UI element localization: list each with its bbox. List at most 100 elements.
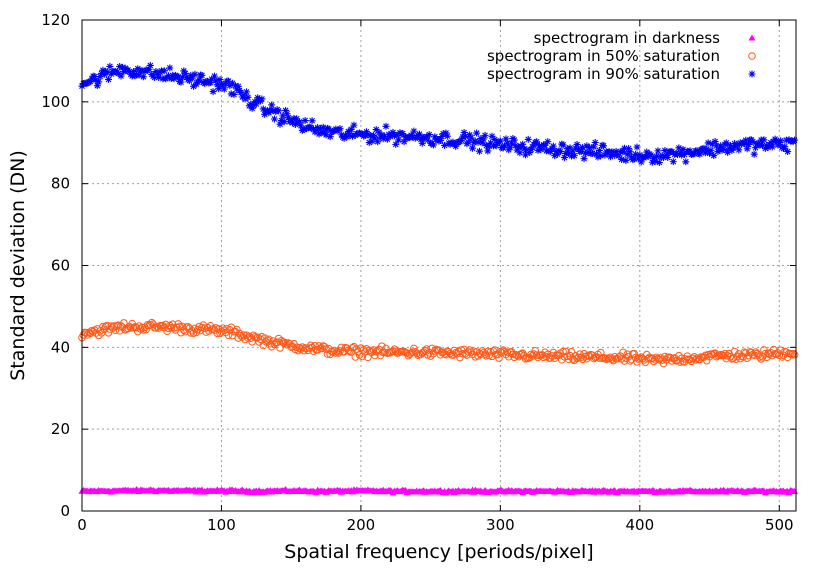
data-point [351, 353, 360, 361]
data-point [526, 149, 534, 157]
data-point [696, 150, 704, 158]
data-point [790, 350, 799, 359]
data-point [693, 147, 701, 155]
data-point [499, 144, 507, 152]
data-point [654, 147, 662, 155]
data-point [590, 143, 598, 151]
data-point [139, 73, 147, 81]
data-point [669, 158, 677, 166]
legend-marker [748, 52, 756, 60]
data-point [611, 151, 619, 159]
y-tick-label: 0 [60, 502, 70, 520]
data-point [607, 153, 615, 161]
data-point [535, 142, 543, 150]
data-point [164, 72, 172, 80]
data-point [195, 76, 203, 84]
data-point [386, 133, 394, 141]
data-point [400, 138, 408, 146]
data-point [457, 346, 466, 354]
data-point [374, 138, 382, 146]
data-point [565, 149, 573, 157]
data-point [450, 140, 458, 148]
data-point [230, 90, 238, 98]
data-point [715, 145, 723, 153]
x-tick-label: 0 [77, 516, 87, 534]
data-point [155, 73, 163, 81]
data-point [439, 130, 447, 138]
data-point [276, 120, 284, 128]
data-point [521, 354, 530, 363]
data-point [523, 146, 531, 154]
data-point [251, 98, 259, 106]
data-point [231, 327, 240, 336]
data-point [743, 145, 751, 153]
data-point [648, 158, 656, 166]
data-point [194, 78, 202, 86]
data-point [332, 349, 340, 357]
data-point [717, 142, 725, 150]
data-point [107, 70, 115, 78]
data-points [78, 61, 799, 496]
data-point [208, 75, 216, 83]
data-point [378, 131, 386, 139]
data-point [284, 114, 292, 122]
data-point [531, 346, 540, 355]
data-point [381, 132, 389, 140]
data-point [474, 138, 482, 146]
data-point [455, 138, 463, 146]
data-point [637, 158, 645, 166]
data-point [170, 324, 178, 332]
x-tick-label: 100 [207, 516, 236, 534]
data-point [588, 149, 596, 157]
data-point [464, 138, 472, 146]
data-point [185, 77, 193, 85]
data-point [668, 147, 676, 155]
data-point [190, 82, 198, 90]
data-point [533, 138, 541, 146]
data-point [146, 61, 154, 69]
data-point [293, 115, 301, 123]
data-point [167, 324, 176, 332]
data-point [482, 351, 491, 360]
data-point [488, 132, 496, 140]
data-point [481, 131, 489, 139]
data-point [130, 67, 138, 75]
data-point [173, 72, 181, 80]
data-point [268, 101, 276, 109]
data-point [224, 77, 232, 85]
data-point [678, 151, 686, 159]
data-point [484, 347, 492, 356]
data-point [296, 118, 304, 126]
data-point [491, 135, 499, 143]
data-point [452, 142, 460, 150]
data-point [549, 142, 557, 150]
data-point [704, 139, 712, 147]
data-point [719, 145, 727, 153]
data-point [524, 135, 532, 143]
data-point [626, 148, 634, 156]
data-point [279, 112, 287, 120]
data-point [87, 326, 96, 335]
data-point [393, 131, 401, 139]
data-point [252, 100, 260, 108]
data-point [759, 141, 767, 149]
data-point [269, 107, 277, 115]
data-point [680, 150, 688, 158]
data-point [212, 77, 220, 85]
data-point [307, 124, 315, 132]
data-point [464, 348, 473, 356]
data-point [598, 141, 606, 149]
data-point [574, 145, 582, 153]
data-point [651, 157, 659, 165]
data-point [229, 79, 237, 87]
data-point [745, 140, 753, 148]
data-point [538, 143, 546, 151]
data-point [395, 136, 403, 144]
x-tick-label: 500 [765, 516, 794, 534]
data-point [429, 141, 437, 149]
data-point [770, 138, 778, 146]
data-point [436, 136, 444, 144]
data-point [224, 331, 233, 340]
data-point [676, 358, 685, 366]
